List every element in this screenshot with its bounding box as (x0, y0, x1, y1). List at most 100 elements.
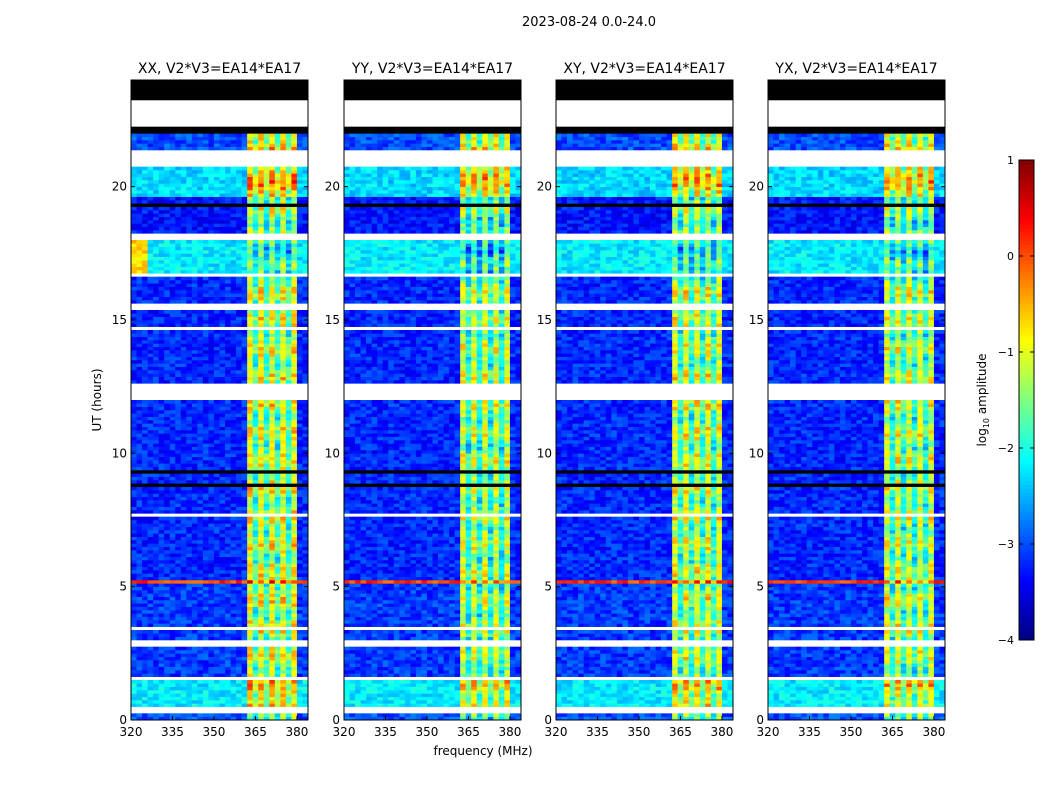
heatmap-cell (388, 703, 395, 707)
heatmap-cell (247, 423, 253, 427)
heatmap-cell (263, 620, 270, 624)
heatmap-cell (285, 700, 292, 704)
heatmap-cell (208, 280, 215, 284)
heatmap-cell (202, 493, 209, 497)
heatmap-cell (225, 406, 231, 411)
heatmap-cell (142, 496, 148, 501)
heatmap-cell (230, 673, 237, 677)
heatmap-cell (213, 426, 220, 431)
heatmap-cell (164, 543, 171, 547)
heatmap-cell (197, 646, 204, 651)
heatmap-cell (153, 446, 159, 451)
heatmap-cell (131, 480, 137, 484)
heatmap-cell (191, 603, 198, 607)
heatmap-cell (252, 510, 259, 514)
heatmap-cell (269, 590, 276, 594)
heatmap-cell (236, 683, 242, 687)
heatmap-cell (230, 440, 237, 444)
heatmap-cell (252, 413, 259, 417)
heatmap-cell (136, 250, 143, 254)
heatmap-cell (280, 230, 287, 234)
heatmap-cell (208, 226, 215, 231)
heatmap-cell (225, 133, 231, 137)
heatmap-cell (252, 253, 259, 257)
heatmap-cell (186, 300, 193, 304)
heatmap-cell (213, 410, 220, 414)
heatmap-cell (186, 206, 193, 211)
heatmap-cell (208, 200, 215, 204)
heatmap-cell (236, 290, 242, 294)
heatmap-cell (258, 686, 265, 691)
heatmap-cell (136, 563, 143, 567)
y-tick-label: 10 (112, 446, 127, 460)
heatmap-cell (482, 703, 489, 707)
heatmap-cell (153, 486, 159, 491)
heatmap-cell (197, 320, 204, 324)
heatmap-cell (291, 133, 298, 137)
heatmap-cell (142, 583, 148, 587)
heatmap-cell (158, 453, 165, 457)
heatmap-cell (202, 646, 209, 651)
heatmap-cell (241, 546, 248, 551)
heatmap-cell (186, 356, 193, 361)
heatmap-cell (213, 456, 220, 461)
heatmap-cell (241, 173, 248, 177)
heatmap-cell (252, 553, 259, 557)
heatmap-cell (158, 356, 165, 361)
flagged-row (131, 203, 308, 207)
heatmap-cell (263, 133, 270, 137)
heatmap-cell (241, 440, 248, 444)
heatmap-cell (219, 136, 226, 141)
heatmap-cell (236, 716, 242, 721)
heatmap-cell (202, 633, 209, 637)
heatmap-cell (263, 463, 270, 467)
heatmap-cell (291, 446, 298, 451)
heatmap-cell (175, 400, 182, 404)
heatmap-cell (197, 370, 204, 374)
heatmap-cell (291, 690, 298, 694)
heatmap-cell (285, 630, 292, 634)
heatmap-cell (202, 520, 209, 524)
heatmap-cell (382, 713, 389, 717)
heatmap-cell (263, 633, 270, 637)
heatmap-cell (269, 683, 276, 687)
heatmap-cell (153, 683, 159, 687)
heatmap-cell (225, 213, 231, 217)
heatmap-cell (241, 523, 248, 527)
heatmap-cell (180, 216, 187, 221)
heatmap-cell (263, 623, 270, 627)
heatmap-cell (274, 650, 281, 654)
heatmap-cell (404, 716, 411, 721)
heatmap-cell (236, 523, 242, 527)
heatmap-cell (180, 420, 187, 424)
heatmap-cell (142, 526, 148, 531)
heatmap-cell (131, 266, 137, 271)
heatmap-cell (219, 560, 226, 564)
heatmap-cell (164, 593, 171, 597)
heatmap-cell (285, 586, 292, 591)
heatmap-cell (219, 246, 226, 251)
heatmap-cell (186, 380, 193, 384)
heatmap-cell (202, 570, 209, 574)
heatmap-cell (225, 363, 231, 367)
heatmap-cell (191, 526, 198, 531)
heatmap-cell (225, 600, 231, 604)
heatmap-cell (153, 430, 159, 434)
heatmap-cell (164, 293, 171, 297)
heatmap-cell (136, 363, 143, 367)
heatmap-cell (241, 533, 248, 537)
heatmap-cell (175, 490, 182, 494)
heatmap-cell (202, 443, 209, 447)
heatmap-cell (131, 700, 137, 704)
heatmap-cell (291, 593, 298, 597)
heatmap-cell (180, 313, 187, 317)
heatmap-cell (482, 716, 489, 721)
heatmap-cell (136, 353, 143, 357)
heatmap-cell (269, 593, 276, 597)
heatmap-cell (131, 476, 137, 481)
heatmap-cell (280, 136, 287, 141)
heatmap-cell (302, 180, 309, 184)
heatmap-cell (180, 576, 187, 581)
heatmap-cell (225, 603, 231, 607)
heatmap-cell (258, 246, 265, 251)
